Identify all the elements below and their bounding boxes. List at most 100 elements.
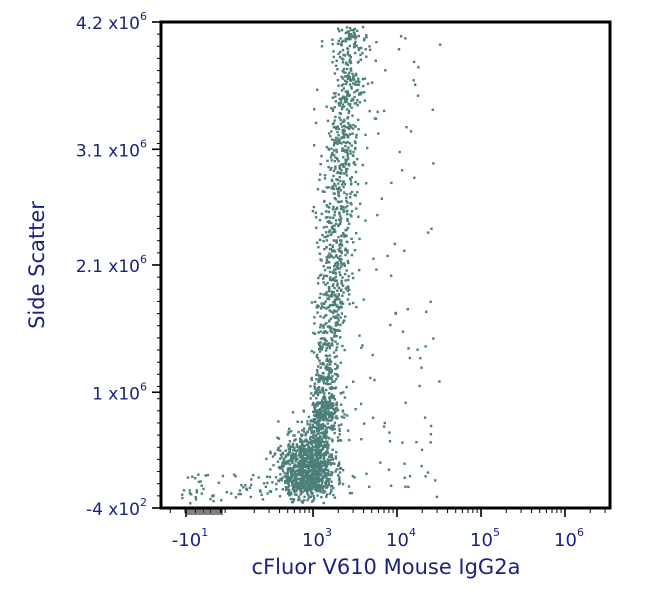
data-point <box>332 92 336 95</box>
data-point <box>349 56 352 59</box>
data-point <box>280 479 283 482</box>
data-point <box>374 59 377 62</box>
data-point <box>346 249 349 252</box>
data-point <box>360 91 363 94</box>
data-point <box>321 464 325 467</box>
data-point <box>342 39 345 43</box>
data-point <box>323 200 326 203</box>
data-point <box>314 451 317 454</box>
data-point <box>354 146 357 150</box>
data-point <box>338 55 342 59</box>
data-point <box>347 136 350 139</box>
data-point <box>313 144 316 147</box>
data-point <box>307 467 310 470</box>
data-point <box>318 449 321 452</box>
data-point <box>376 213 379 217</box>
data-point <box>293 471 297 474</box>
data-point <box>345 100 349 103</box>
data-point <box>323 343 327 346</box>
data-point <box>312 458 315 462</box>
data-point <box>348 32 352 36</box>
data-point <box>321 482 324 485</box>
data-point <box>302 444 306 447</box>
data-point <box>317 475 320 478</box>
data-point <box>324 414 327 417</box>
data-point <box>320 404 324 407</box>
data-point <box>336 342 339 346</box>
data-point <box>339 220 342 224</box>
data-point <box>332 407 335 410</box>
y-tick-label: 4.2 x106 <box>76 10 147 34</box>
data-point <box>307 496 311 499</box>
data-point <box>344 253 347 257</box>
data-point <box>324 300 327 303</box>
data-point <box>295 450 298 453</box>
data-point <box>287 486 290 489</box>
data-point <box>327 359 330 363</box>
data-point <box>328 419 332 422</box>
y-tick-label: 1 x106 <box>92 380 147 404</box>
data-point <box>331 225 334 228</box>
data-point <box>338 482 341 486</box>
data-point <box>326 407 330 411</box>
data-point <box>328 369 331 373</box>
data-point <box>335 187 339 190</box>
data-point <box>320 305 324 308</box>
data-point <box>345 286 348 289</box>
data-point <box>211 494 214 498</box>
data-point <box>283 457 286 460</box>
data-point <box>321 423 324 426</box>
data-point <box>297 468 300 472</box>
data-point <box>320 388 324 392</box>
data-point <box>319 423 322 427</box>
data-point <box>348 109 351 113</box>
data-point <box>277 446 280 450</box>
data-point <box>330 371 333 374</box>
data-point <box>324 468 328 471</box>
data-point <box>331 440 334 443</box>
data-point <box>295 483 299 486</box>
data-point <box>383 421 386 425</box>
data-point <box>334 136 338 140</box>
data-point <box>329 490 333 493</box>
data-point <box>323 337 326 340</box>
data-point <box>344 133 348 136</box>
data-point <box>329 413 333 416</box>
data-point <box>284 460 288 463</box>
data-point <box>326 260 330 264</box>
data-point <box>329 377 333 380</box>
data-point <box>319 444 323 448</box>
data-point <box>352 82 355 85</box>
data-point <box>204 474 207 477</box>
data-point <box>361 77 364 81</box>
data-point <box>342 71 345 74</box>
data-point <box>325 339 328 343</box>
data-point <box>344 98 347 101</box>
data-point <box>340 183 344 186</box>
data-point <box>324 450 328 453</box>
data-point <box>318 178 321 181</box>
data-point <box>319 461 322 464</box>
data-point <box>327 254 330 257</box>
data-point <box>319 366 323 369</box>
data-point <box>343 133 346 136</box>
data-point <box>350 215 353 218</box>
data-point <box>336 289 339 292</box>
data-point <box>328 375 331 379</box>
data-point <box>337 306 340 309</box>
data-point <box>331 415 334 419</box>
data-point <box>316 404 319 407</box>
data-point <box>309 452 313 455</box>
data-point <box>268 475 272 479</box>
data-point <box>322 265 325 268</box>
data-point <box>380 197 383 200</box>
data-point <box>388 431 391 434</box>
data-point <box>291 411 295 414</box>
data-point <box>335 279 338 282</box>
data-point <box>329 254 333 257</box>
data-point <box>347 102 350 105</box>
data-point <box>283 472 286 475</box>
data-point <box>289 491 293 494</box>
data-point <box>352 241 355 244</box>
data-point <box>321 461 324 465</box>
